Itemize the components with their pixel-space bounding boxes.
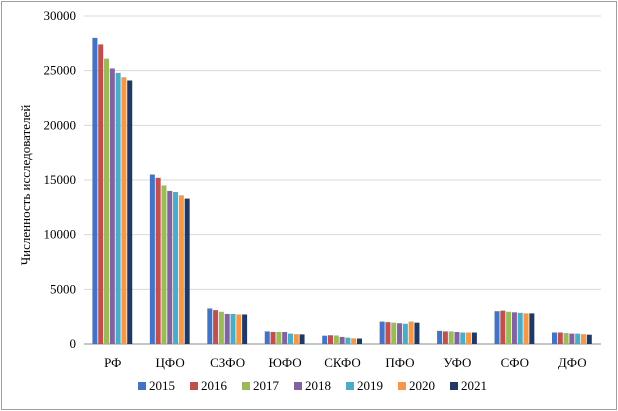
- bar-СФО-2017: [506, 311, 512, 344]
- x-tick-label: СЗФО: [210, 355, 245, 370]
- bar-ЦФО-2020: [178, 195, 184, 344]
- bar-РФ-2020: [121, 77, 127, 344]
- bar-ПФО-2015: [379, 321, 385, 344]
- bar-ЮФО-2015: [264, 331, 270, 344]
- bar-РФ-2015: [92, 37, 98, 344]
- bar-ЦФО-2017: [161, 185, 167, 344]
- y-tick-label: 30000: [44, 8, 77, 23]
- bar-УФО-2018: [454, 331, 460, 344]
- bar-ДФО-2015: [551, 332, 557, 344]
- legend-swatch-2020: [398, 382, 406, 390]
- legend-label: 2016: [201, 378, 228, 393]
- legend-label: 2015: [149, 378, 175, 393]
- bar-ДФО-2018: [569, 333, 575, 344]
- x-tick-label: ДФО: [558, 355, 587, 370]
- bar-ЮФО-2021: [299, 334, 305, 344]
- y-tick-label: 25000: [44, 63, 77, 78]
- x-tick-label: СКФО: [324, 355, 361, 370]
- bar-ПФО-2016: [385, 322, 391, 344]
- y-tick-label: 15000: [44, 172, 77, 187]
- legend-swatch-2015: [138, 382, 146, 390]
- bar-ЮФО-2017: [276, 331, 282, 344]
- y-tick-label: 10000: [44, 227, 77, 242]
- bar-ПФО-2017: [391, 322, 397, 344]
- bar-СКФО-2018: [339, 336, 345, 344]
- y-tick-label: 20000: [44, 117, 77, 132]
- bar-СКФО-2019: [345, 337, 351, 344]
- bar-ПФО-2019: [402, 323, 408, 344]
- x-tick-label: УФО: [443, 355, 471, 370]
- legend-swatch-2016: [190, 382, 198, 390]
- legend-swatch-2018: [294, 382, 302, 390]
- bar-ДФО-2019: [575, 333, 581, 344]
- bar-СЗФО-2019: [230, 313, 236, 344]
- x-tick-label: СФО: [501, 355, 530, 370]
- bar-ЮФО-2016: [270, 331, 276, 344]
- bar-СЗФО-2018: [224, 313, 230, 344]
- y-tick-label: 0: [70, 336, 77, 351]
- bar-УФО-2016: [442, 331, 448, 344]
- bar-УФО-2015: [437, 330, 443, 344]
- legend-label: 2020: [409, 378, 435, 393]
- bar-СФО-2016: [500, 310, 506, 344]
- bar-ЦФО-2018: [167, 190, 173, 344]
- bar-ПФО-2018: [397, 323, 403, 344]
- bar-РФ-2018: [109, 68, 115, 344]
- bar-ЦФО-2016: [155, 177, 161, 344]
- x-tick-label: ПФО: [385, 355, 414, 370]
- bar-ЮФО-2020: [293, 334, 299, 344]
- bar-ЦФО-2021: [184, 198, 190, 344]
- bar-УФО-2021: [471, 332, 477, 344]
- bar-УФО-2019: [460, 332, 466, 344]
- bar-СЗФО-2020: [236, 314, 242, 344]
- bar-ДФО-2020: [580, 334, 586, 344]
- legend-label: 2017: [253, 378, 280, 393]
- bar-УФО-2020: [466, 332, 472, 344]
- bar-СКФО-2016: [328, 335, 333, 344]
- x-tick-label: ЮФО: [268, 355, 301, 370]
- bar-ПФО-2020: [408, 321, 414, 344]
- bar-РФ-2021: [127, 80, 133, 345]
- bar-ДФО-2016: [557, 332, 563, 344]
- bar-УФО-2017: [448, 331, 454, 344]
- bar-ДФО-2021: [586, 334, 592, 344]
- bar-СФО-2021: [529, 313, 535, 344]
- bar-СЗФО-2017: [218, 311, 224, 344]
- bar-РФ-2019: [115, 72, 121, 344]
- bar-ПФО-2021: [414, 322, 420, 344]
- legend-label: 2021: [461, 378, 487, 393]
- bar-СФО-2015: [494, 311, 500, 344]
- bar-ЦФО-2015: [149, 174, 155, 344]
- legend-label: 2018: [305, 378, 331, 393]
- bar-РФ-2016: [98, 44, 104, 344]
- bar-ЦФО-2019: [173, 192, 179, 344]
- bar-СКФО-2020: [351, 338, 357, 344]
- legend-swatch-2017: [242, 382, 250, 390]
- bar-СКФО-2015: [322, 335, 328, 344]
- legend-label: 2019: [357, 378, 383, 393]
- bar-СЗФО-2015: [207, 308, 213, 344]
- bar-СКФО-2017: [333, 335, 339, 344]
- bar-СКФО-2021: [357, 338, 362, 344]
- bar-СФО-2020: [523, 313, 529, 344]
- x-tick-label: РФ: [104, 355, 121, 370]
- bar-ЮФО-2018: [282, 331, 288, 344]
- y-tick-label: 5000: [50, 281, 76, 296]
- bar-СЗФО-2021: [242, 314, 248, 344]
- bar-РФ-2017: [104, 58, 110, 344]
- legend-swatch-2019: [346, 382, 354, 390]
- bar-СЗФО-2016: [213, 310, 219, 344]
- bar-СФО-2018: [511, 312, 517, 344]
- bar-ДФО-2017: [563, 333, 569, 344]
- bar-ЮФО-2019: [287, 333, 293, 344]
- bar-СФО-2019: [517, 312, 523, 344]
- x-tick-label: ЦФО: [156, 355, 185, 370]
- legend-swatch-2021: [450, 382, 458, 390]
- y-axis-title: Численность исследователей: [18, 105, 33, 266]
